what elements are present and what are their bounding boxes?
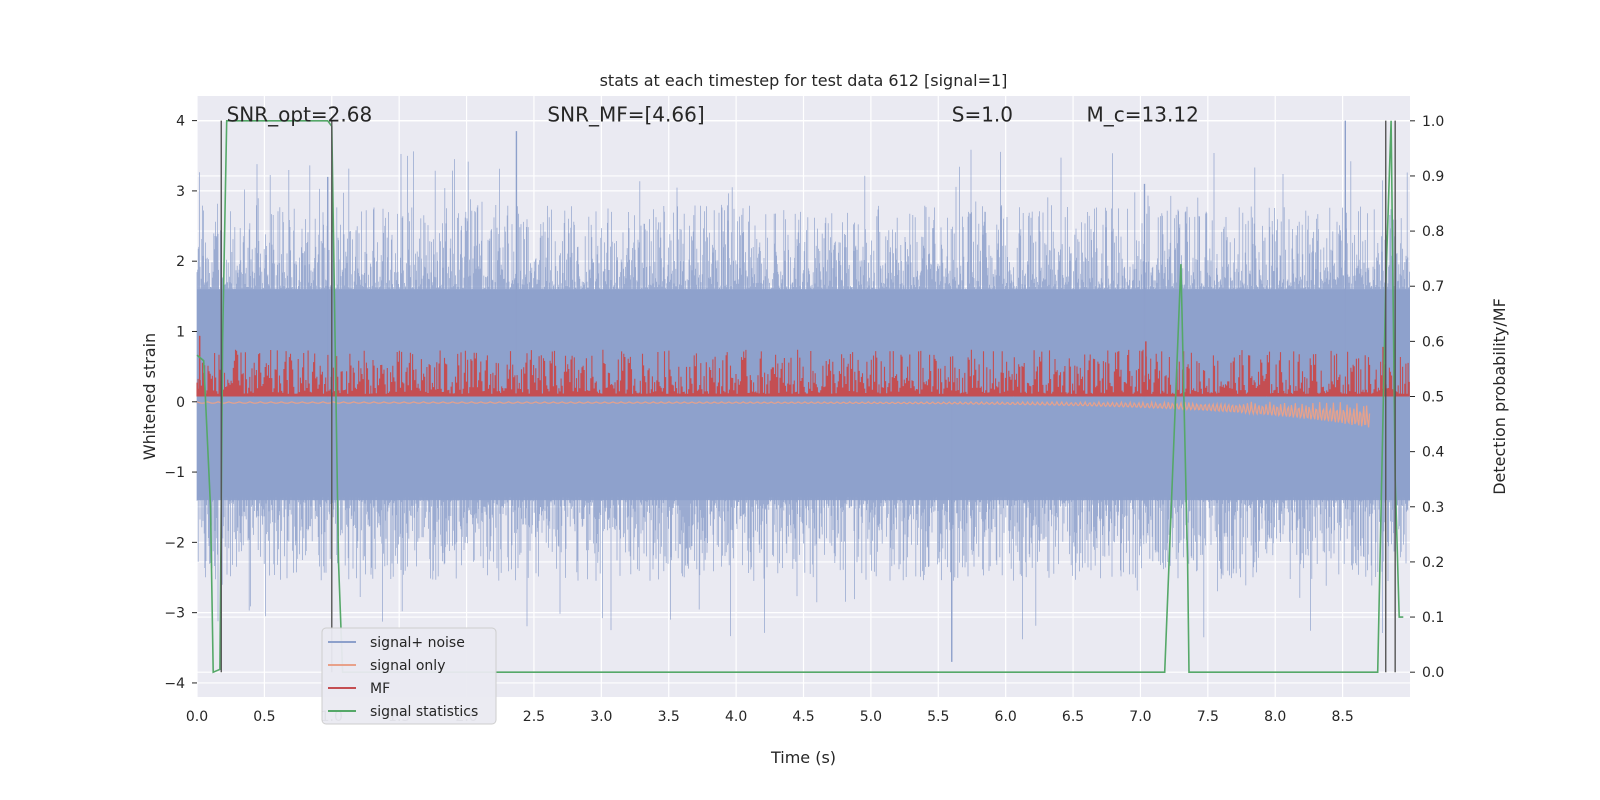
x-tick-label: 8.5 [1331, 709, 1353, 725]
y-tick-label: 4 [176, 114, 185, 130]
y2-tick-label: 0.1 [1422, 610, 1444, 626]
y-tick-label: −3 [164, 606, 185, 622]
y-tick-label: 0 [176, 395, 185, 411]
y2-tick-label: 0.8 [1422, 224, 1444, 240]
y2-tick-label: 0.6 [1422, 334, 1444, 350]
y2-tick-label: 0.4 [1422, 445, 1444, 461]
y2-tick-label: 0.5 [1422, 390, 1444, 406]
y-tick-label: 1 [176, 324, 185, 340]
x-tick-label: 5.0 [860, 709, 882, 725]
y2-tick-label: 0.3 [1422, 500, 1444, 516]
y-tick-label: −1 [164, 465, 185, 481]
x-tick-label: 8.0 [1264, 709, 1286, 725]
x-tick-label: 7.5 [1197, 709, 1219, 725]
series-signal-statistics [196, 120, 1404, 674]
legend-label-signal-noise: signal+ noise [370, 635, 465, 651]
annotations: SNR_opt=2.68 SNR_MF=[4.66] S=1.0 M_c=13.… [227, 103, 1199, 127]
x-tick-label: 7.0 [1129, 709, 1151, 725]
s-annotation: S=1.0 [952, 103, 1013, 127]
x-tick-label: 0.5 [253, 709, 275, 725]
legend-label-signal-statistics: signal statistics [370, 704, 478, 720]
legend-box [321, 627, 497, 725]
y-tick-labels: 4 3 2 1 0 −1 −2 −3 −4 [164, 114, 197, 692]
x-axis-label: Time (s) [770, 748, 836, 767]
signal-only-line [196, 399, 1371, 428]
x-tick-label: 6.5 [1062, 709, 1084, 725]
x-tick-label: 4.0 [725, 709, 747, 725]
legend-label-signal-only: signal only [370, 658, 445, 674]
y-tick-label: 3 [176, 184, 185, 200]
chart-title: stats at each timestep for test data 612… [600, 71, 1008, 90]
x-tick-label: 3.5 [658, 709, 680, 725]
y2-tick-labels: 1.0 0.9 0.8 0.7 0.6 0.5 0.4 0.3 0.2 0.1 0.0 [1410, 114, 1444, 681]
y-axis-label: Whitened strain [140, 333, 159, 460]
mc-annotation: M_c=13.12 [1087, 103, 1199, 127]
y2-axis-label: Detection probability/MF [1490, 298, 1509, 495]
legend: signal+ noise signal only MF signal stat… [321, 627, 497, 725]
series-signal-only [196, 399, 1371, 428]
y2-tick-label: 0.2 [1422, 555, 1444, 571]
x-tick-label: 0.0 [186, 709, 208, 725]
y2-tick-label: 0.0 [1422, 665, 1444, 681]
y2-tick-label: 0.7 [1422, 279, 1444, 295]
y-tick-label: −2 [164, 535, 185, 551]
x-tick-label: 5.5 [927, 709, 949, 725]
snr-mf-annotation: SNR_MF=[4.66] [547, 103, 704, 127]
y-tick-label: 2 [176, 254, 185, 270]
y2-tick-label: 0.9 [1422, 169, 1444, 185]
snr-opt-annotation: SNR_opt=2.68 [227, 103, 373, 127]
vertical-markers [220, 120, 1396, 673]
x-tick-label: 2.5 [523, 709, 545, 725]
x-tick-label: 6.0 [995, 709, 1017, 725]
x-tick-label: 3.0 [590, 709, 612, 725]
y-tick-label: −4 [164, 676, 185, 692]
legend-label-mf: MF [370, 681, 390, 697]
series-layer [196, 120, 1410, 674]
y2-tick-label: 1.0 [1422, 114, 1444, 130]
x-tick-label: 4.5 [792, 709, 814, 725]
